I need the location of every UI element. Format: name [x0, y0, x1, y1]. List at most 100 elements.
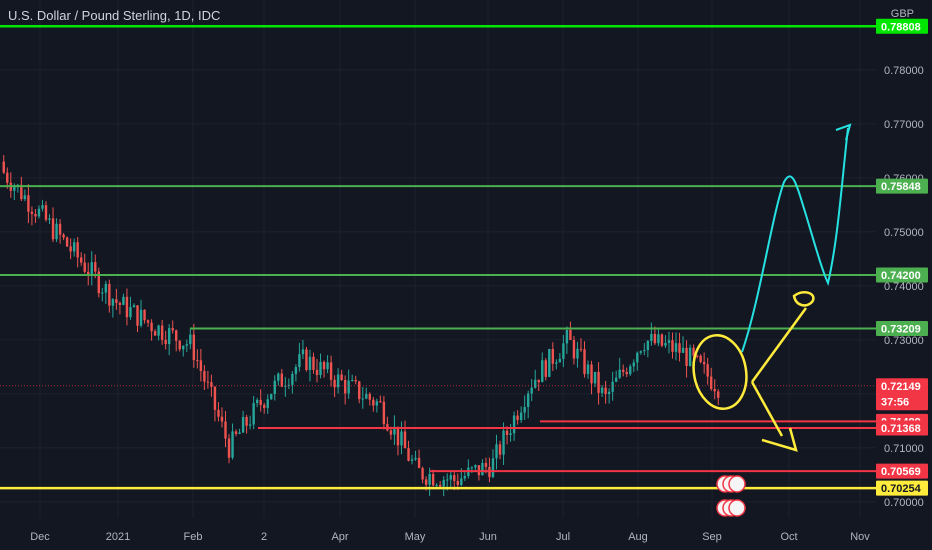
candle-body: [196, 360, 199, 362]
candle-body: [76, 242, 79, 258]
candle-body: [410, 459, 414, 461]
candle-body: [502, 430, 505, 455]
candle-body: [688, 347, 692, 366]
candle-body: [509, 433, 512, 435]
price-badge-0.75848: [876, 178, 928, 194]
candle-body: [160, 325, 164, 340]
candle-body: [523, 407, 526, 413]
candle-body: [470, 467, 474, 469]
y-tick-label: 0.71000: [884, 443, 924, 455]
candle-body: [79, 257, 83, 263]
candle-body: [255, 399, 259, 404]
candle-body: [379, 401, 382, 403]
candle-body: [175, 330, 178, 341]
candle-body: [347, 380, 350, 394]
x-tick-label: 2021: [106, 531, 130, 543]
candle-body: [474, 465, 477, 468]
candle-body: [291, 373, 294, 385]
candle-body: [336, 374, 340, 388]
candle-body: [710, 376, 713, 389]
candle-body: [20, 184, 23, 200]
candle-body: [83, 262, 86, 272]
candle-body: [132, 305, 136, 308]
candle-body: [460, 478, 463, 485]
candle-body: [48, 218, 51, 220]
candle-body: [104, 283, 108, 293]
candle-body: [157, 325, 160, 336]
y-tick-label: 0.75000: [884, 227, 924, 239]
candle-body: [530, 387, 533, 394]
candle-body: [403, 431, 407, 449]
candle-body: [713, 388, 716, 392]
candle-body: [417, 457, 421, 469]
candle-body: [143, 309, 146, 321]
candle-body: [382, 401, 386, 425]
candle-body: [213, 386, 217, 410]
candle-body: [681, 347, 685, 353]
candle-body: [667, 340, 671, 343]
candle-body: [329, 362, 333, 380]
candle-body: [2, 161, 5, 173]
candle-body: [657, 334, 660, 344]
candle-body: [368, 394, 371, 400]
candle-body: [618, 369, 621, 378]
candle-body: [62, 234, 65, 238]
candle-body: [534, 379, 537, 388]
price-badge-0.73209: [876, 321, 928, 337]
candle-body: [115, 299, 118, 303]
candle-body: [650, 333, 653, 341]
price-badge-0.70254: [876, 480, 928, 496]
candle-body: [706, 364, 709, 377]
candle-body: [400, 431, 403, 446]
candle-body: [372, 399, 375, 406]
candle-body: [572, 339, 576, 359]
candle-body: [600, 387, 604, 393]
candle-body: [164, 339, 167, 345]
candle-body: [643, 350, 646, 352]
candle-body: [576, 348, 579, 359]
candle-body: [13, 186, 16, 191]
price-badge-0.72149: [876, 378, 928, 411]
candle-body: [238, 432, 241, 434]
candle-body: [548, 348, 551, 377]
candle-body: [660, 334, 664, 346]
candle-body: [442, 479, 445, 487]
candle-body: [315, 369, 319, 376]
candle-body: [30, 211, 34, 215]
x-tick-label: Apr: [331, 531, 348, 543]
candle-body: [94, 262, 97, 272]
candle-body: [431, 473, 435, 486]
candle-body: [192, 334, 196, 361]
price-badge-text: 0.71368: [881, 423, 921, 435]
candle-body: [97, 271, 100, 294]
candle-body: [125, 296, 129, 318]
candle-body: [428, 473, 431, 485]
price-badge-text: 0.78808: [881, 21, 921, 33]
candle-body: [639, 351, 643, 353]
price-levels[interactable]: [0, 25, 876, 490]
y-tick-label: 0.74000: [884, 281, 924, 293]
candle-body: [453, 475, 456, 481]
candle-body: [129, 307, 132, 318]
candle-body: [695, 355, 699, 357]
candle-body: [280, 373, 284, 387]
time-axis-bg: [0, 518, 932, 550]
candle-body: [664, 342, 667, 346]
candle-body: [396, 426, 400, 446]
x-tick-label: Jul: [556, 531, 570, 543]
candle-body: [565, 329, 569, 344]
candle-body: [69, 246, 72, 252]
candle-body: [449, 475, 452, 480]
candle-body: [674, 343, 678, 352]
candle-body: [87, 271, 90, 276]
candle-body: [259, 399, 262, 405]
candle-body: [277, 373, 280, 381]
candle-body: [203, 371, 206, 382]
candle-body: [389, 430, 393, 435]
event-markers[interactable]: [716, 475, 746, 517]
candle-body: [206, 381, 210, 383]
candle-body: [23, 195, 27, 200]
candle-body: [44, 205, 48, 220]
candle-body: [481, 462, 484, 476]
